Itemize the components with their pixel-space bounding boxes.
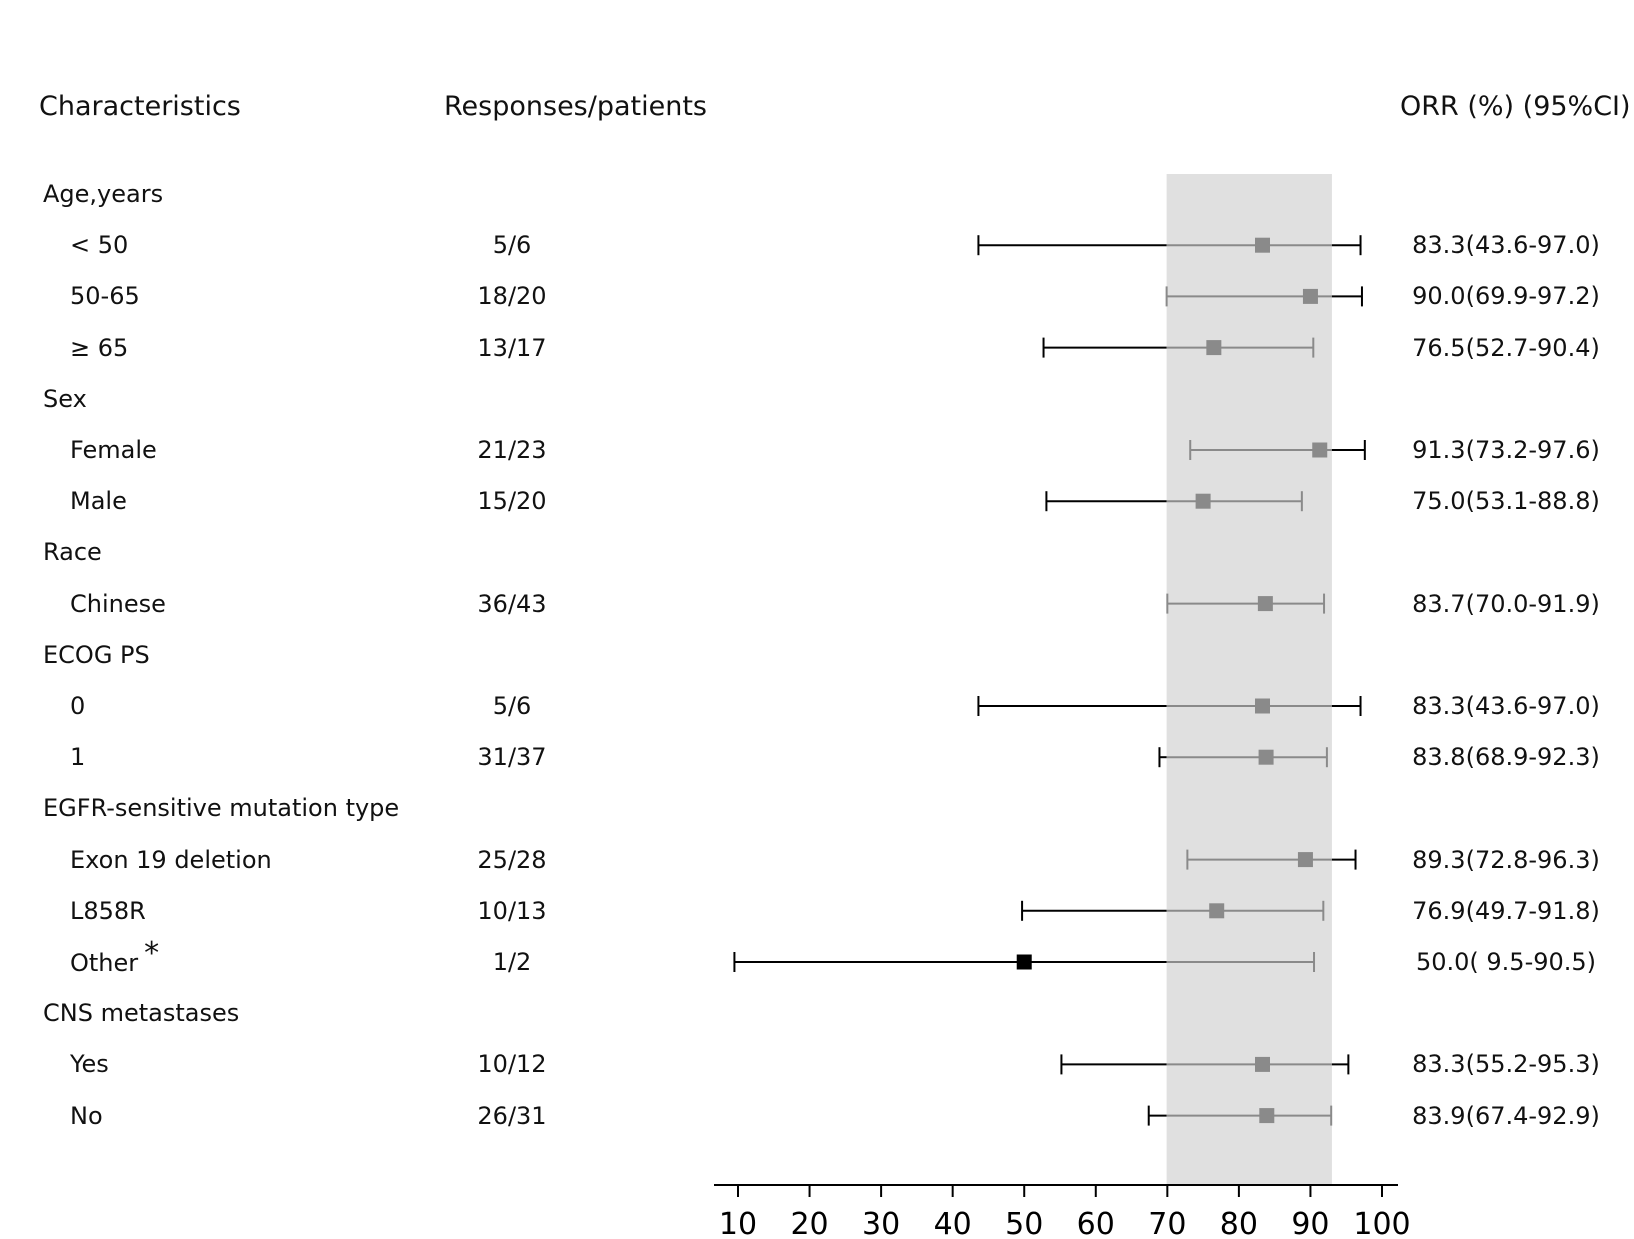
orr-cell: 50.0( 9.5-90.5) (1415, 948, 1597, 976)
orr-cell: 76.5(52.7-90.4) (1412, 333, 1600, 362)
responses-cell: 10/12 (477, 1050, 547, 1079)
responses-cell: 15/20 (477, 487, 547, 516)
label-text: Age,years (43, 180, 164, 208)
group-label-race: Race (43, 537, 102, 567)
row-label-0: 0 (70, 691, 85, 721)
responses-cell: 31/37 (477, 743, 547, 772)
responses-cell: 36/43 (477, 589, 547, 618)
x-tick-label: 60 (1077, 1207, 1115, 1239)
x-tick-label: 10 (719, 1207, 757, 1239)
row-label-no: No (70, 1101, 103, 1131)
orr-cell: 83.3(43.6-97.0) (1412, 692, 1600, 720)
point-marker (1257, 596, 1273, 612)
orr-cell: 83.3(43.6-97.0) (1412, 231, 1600, 260)
orr-cell: 76.9(49.7-91.8) (1412, 896, 1600, 925)
x-tick-label: 90 (1291, 1207, 1329, 1239)
orr-cell: 83.7(70.0-91.9) (1412, 589, 1600, 618)
point-marker (1255, 237, 1271, 253)
responses-cell: 5/6 (492, 231, 532, 260)
row-label-50-65: 50-65 (70, 281, 140, 311)
label-text: Exon 19 deletion (70, 845, 272, 874)
label-text: 1 (70, 743, 86, 772)
label-text: 50-65 (70, 282, 140, 311)
responses-cell: 26/31 (477, 1101, 547, 1130)
responses-cell: 18/20 (477, 282, 547, 311)
row-label-female: Female (70, 435, 157, 465)
header-orr: ORR (%) (95%CI) (1400, 91, 1631, 122)
label-text: Male (70, 487, 127, 516)
point-marker (1195, 493, 1211, 509)
row-label-chinese: Chinese (70, 589, 166, 619)
group-label-ecog-ps: ECOG PS (43, 640, 150, 670)
x-tick-label: 100 (1353, 1207, 1410, 1239)
label-text: CNS metastases (43, 999, 240, 1028)
label-text: L858R (70, 896, 146, 925)
label-text: Chinese (70, 589, 166, 618)
x-tick-label: 50 (1005, 1207, 1043, 1239)
point-marker (1209, 903, 1225, 919)
point-marker (1258, 749, 1274, 765)
responses-cell: 1/2 (492, 948, 532, 976)
row-label-1: 1 (70, 742, 85, 772)
x-tick-label: 70 (1148, 1207, 1186, 1239)
point-marker (1255, 698, 1271, 714)
row-label-l858r: L858R (70, 896, 146, 926)
label-text: No (70, 1101, 103, 1130)
point-marker (1297, 852, 1313, 868)
point-marker (1016, 954, 1032, 970)
responses-cell: 10/13 (477, 896, 547, 925)
orr-cell: 89.3(72.8-96.3) (1412, 845, 1600, 874)
label-text: Other (70, 949, 139, 977)
orr-cell: 83.8(68.9-92.3) (1412, 743, 1600, 772)
label-text: Sex (43, 384, 87, 413)
row-label-exon-19-deletion: Exon 19 deletion (70, 845, 272, 875)
point-marker (1206, 340, 1222, 356)
label-text: ≥ 65 (70, 333, 129, 362)
point-marker (1312, 442, 1328, 458)
row-label-yes: Yes (70, 1049, 109, 1079)
label-text: < 50 (70, 231, 129, 260)
orr-cell: 91.3(73.2-97.6) (1412, 436, 1600, 464)
label-text: ECOG PS (43, 640, 150, 669)
label-text: Yes (70, 1050, 109, 1079)
responses-cell: 21/23 (477, 436, 547, 464)
responses-cell: 13/17 (477, 333, 547, 362)
x-tick-label: 30 (862, 1207, 900, 1239)
row-label-male: Male (70, 486, 127, 516)
group-label-sex: Sex (43, 384, 87, 414)
x-tick-label: 20 (790, 1207, 828, 1239)
row-label-50: < 50 (70, 230, 128, 260)
label-text: Race (43, 538, 102, 567)
x-tick-label: 40 (934, 1207, 972, 1239)
label-text: Female (70, 436, 157, 464)
orr-cell: 83.9(67.4-92.9) (1412, 1101, 1600, 1130)
row-label-65: ≥ 65 (70, 333, 128, 363)
point-marker (1259, 1108, 1275, 1124)
header-responses: Responses/patients (444, 91, 707, 122)
group-label-egfr-sensitive-mutation-type: EGFR-sensitive mutation type (43, 793, 399, 823)
point-marker (1255, 1056, 1271, 1072)
footnote-marker: * (144, 936, 160, 971)
orr-cell: 90.0(69.9-97.2) (1412, 282, 1600, 311)
orr-cell: 75.0(53.1-88.8) (1412, 487, 1600, 516)
responses-cell: 5/6 (492, 692, 532, 720)
label-text: 0 (70, 692, 86, 720)
group-label-cns-metastases: CNS metastases (43, 998, 239, 1028)
header-characteristics: Characteristics (39, 91, 241, 122)
point-marker (1302, 288, 1318, 304)
reference-band (1166, 174, 1332, 1185)
group-label-age-years: Age,years (43, 179, 163, 209)
row-label-other: Other * (70, 939, 159, 978)
responses-cell: 25/28 (477, 845, 547, 874)
x-tick-label: 80 (1220, 1207, 1258, 1239)
label-text: EGFR-sensitive mutation type (43, 794, 400, 823)
orr-cell: 83.3(55.2-95.3) (1412, 1050, 1600, 1079)
